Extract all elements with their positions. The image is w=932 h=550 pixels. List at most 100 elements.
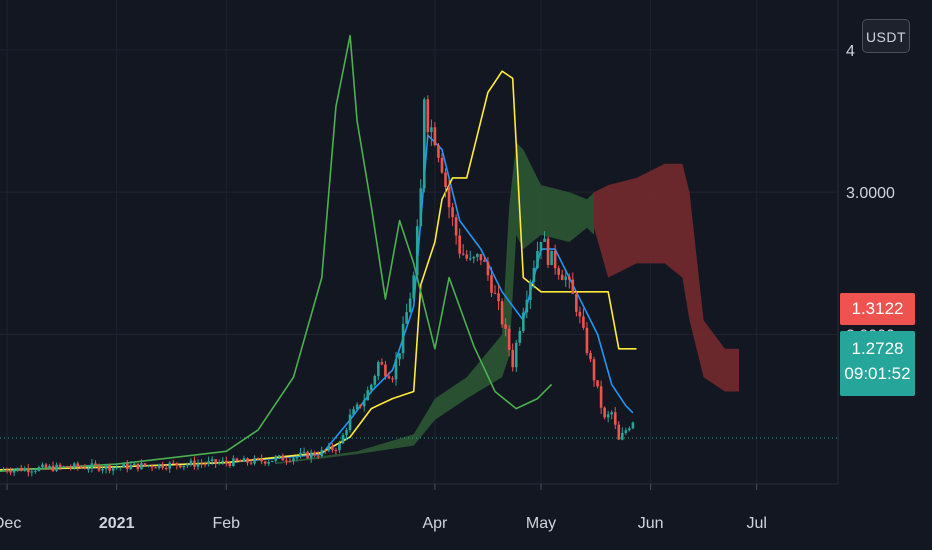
candle-body [539,241,543,252]
candle-body [281,455,285,461]
candle-body [256,458,260,460]
currency-button[interactable]: USDT [862,19,910,53]
candle-body [426,99,430,133]
candle-body [157,464,161,469]
candle-body [118,466,122,468]
candle-body [373,376,377,385]
candle-body [267,461,271,464]
candle-body [97,465,101,471]
candle-body [34,470,37,472]
candle-body [83,467,87,469]
candle-body [196,463,200,467]
candle-body [12,469,16,473]
candle-body [19,467,23,471]
candle-body [228,463,232,467]
candle-body [48,465,51,468]
candle-body [451,207,454,218]
candle-body [242,458,246,462]
candle-body [285,460,288,462]
candle-body [136,463,140,470]
candle-body [408,298,412,313]
candle-body [292,458,295,462]
indicator-line [0,34,553,472]
candle-body [30,471,34,473]
candle-body [599,386,603,408]
candle-body [111,467,115,471]
candle-body [423,99,426,189]
candle-body [377,362,380,377]
candle-body [334,449,338,451]
candle-body [2,469,5,471]
candle-body [235,458,239,461]
candle-body [550,250,553,265]
time-axis[interactable]: Dec 2021 Feb Apr May Jun Jul [0,484,767,532]
candle-body [529,281,532,300]
candle-body [430,127,433,133]
candle-body [69,467,73,469]
candle-body [415,226,419,276]
candle-body [309,452,313,459]
candle-body [246,458,249,463]
candle-body [437,145,440,158]
candle-body [51,465,55,471]
candle-body [628,428,631,431]
candle-body [143,463,147,466]
candle-body [175,462,179,466]
candle-body [631,422,635,429]
candle-body [200,463,203,465]
candle-body [147,465,150,467]
candle-body [26,468,30,473]
candle-body [125,463,129,470]
candle-body [122,463,126,467]
x-tick-label: May [526,515,556,532]
candle-body [23,468,27,471]
candle-body [617,424,621,440]
candle-body [168,462,172,469]
candle-body [189,460,193,465]
candle-body [129,465,133,470]
candle-body [419,188,423,227]
candle-body [440,157,444,173]
candle-body [564,276,568,280]
candle-body [76,463,80,467]
candle-body [575,293,578,312]
candle-body [253,458,256,464]
candle-body [193,460,196,467]
candle-body [412,275,415,299]
last-price-value: 1.2728 [851,339,904,358]
candle-body [249,462,253,464]
candle-body [221,460,225,463]
candle-body [504,324,507,329]
candle-body [567,276,571,280]
candle-body [454,217,458,236]
candle-body [55,464,58,471]
candle-body [582,316,585,328]
candle-body [348,414,352,431]
candle-body [9,471,12,473]
candle-body [553,250,557,269]
candle-body [203,463,207,465]
candle-body [154,467,157,469]
candle-body [624,430,628,433]
candle-body [217,462,221,464]
candle-body [278,455,281,458]
candle-body [603,407,606,418]
ichimoku-cloud [275,142,739,465]
candle-body [362,400,366,407]
candle-body [394,359,398,380]
candle-body [532,267,536,282]
candle-body [207,460,210,465]
candle-body [288,460,292,462]
candle-body [182,465,186,468]
candle-body [472,256,476,259]
candle-body [320,450,324,457]
candle-body [115,467,118,469]
candle-body [387,376,391,379]
candle-body [338,443,341,451]
candle-body [578,311,582,317]
candle-body [5,469,9,472]
candle-body [596,380,599,387]
candle-body [299,452,302,457]
